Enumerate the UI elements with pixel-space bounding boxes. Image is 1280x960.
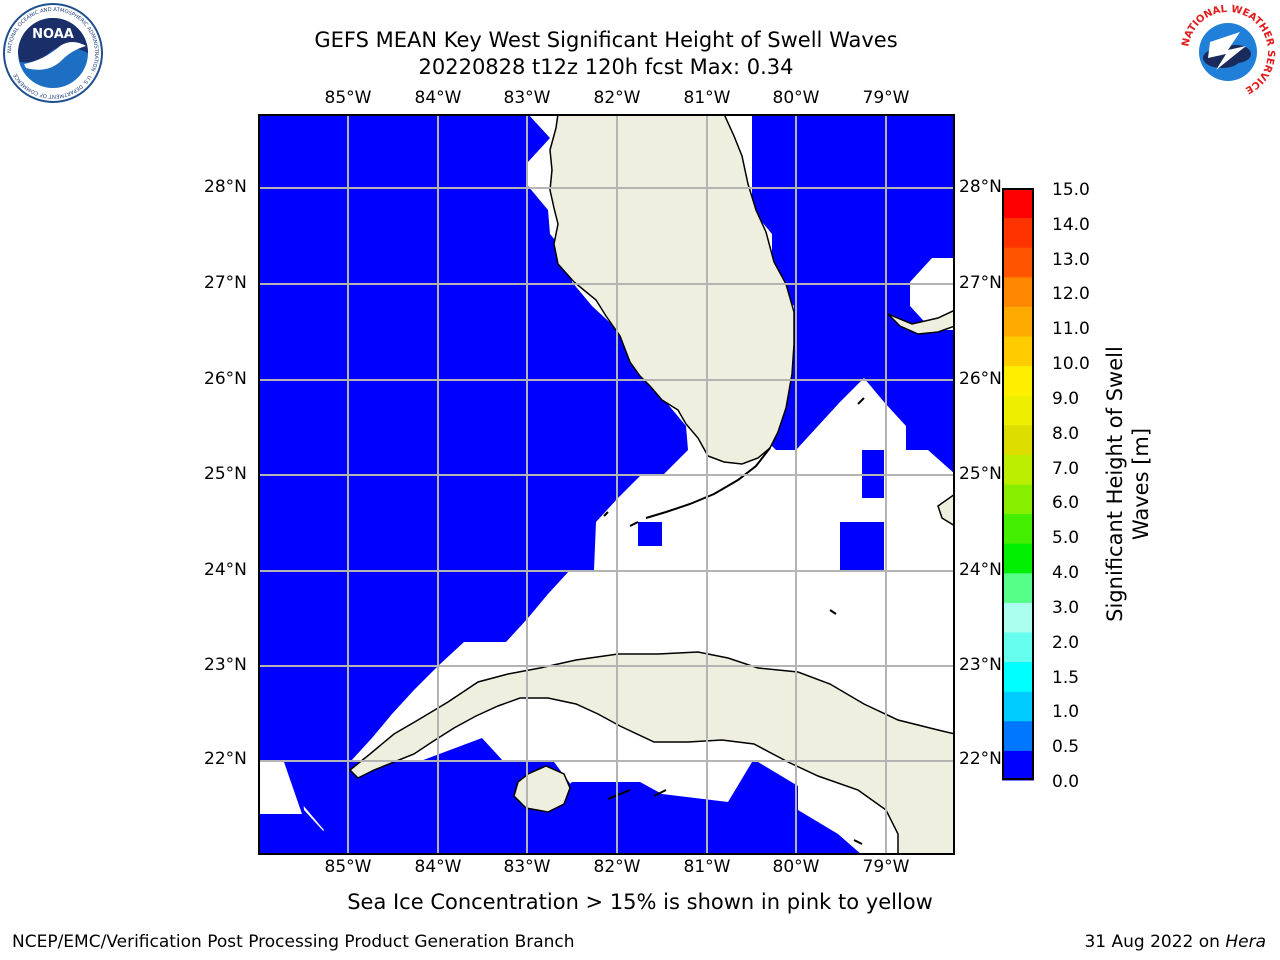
colorbar-tick-label: 1.0 [1052,702,1080,723]
lon-label: 82°W [593,88,641,108]
colorbar-segment [1002,632,1034,663]
colorbar-segment [1002,188,1034,219]
colorbar-tick-label: 6.0 [1052,493,1080,514]
lon-label: 83°W [503,857,551,877]
lat-label: 27°N [959,273,1002,293]
colorbar-segment [1002,424,1034,455]
lat-label: 26°N [959,369,1002,389]
lon-label: 84°W [414,857,462,877]
map-title: GEFS MEAN Key West Significant Height of… [314,28,898,52]
lat-label: 23°N [204,655,247,675]
lat-label: 23°N [959,655,1002,675]
bahamas-island [887,309,955,335]
lon-label: 82°W [593,857,641,877]
lon-label: 79°W [862,857,910,877]
lon-label: 81°W [683,88,731,108]
lat-label: 28°N [204,177,247,197]
lon-label: 80°W [772,88,820,108]
small-islands [603,397,865,845]
colorbar-tick-label: 1.5 [1052,667,1080,688]
colorbar-label: Significant Height of Swell Waves [m] [1103,346,1153,622]
colorbar-segment [1002,572,1034,603]
map-frame [258,114,955,855]
colorbar-tick-label: 7.0 [1052,458,1080,479]
colorbar-tick-label: 15.0 [1052,180,1090,200]
colorbar-segment [1002,750,1034,781]
lon-label: 84°W [414,88,462,108]
colorbar-segment [1002,543,1034,574]
colorbar-tick-label: 12.0 [1052,284,1090,305]
lat-label: 24°N [959,560,1002,580]
lat-label: 22°N [959,749,1002,769]
colorbar-tick-label: 9.0 [1052,388,1080,409]
colorbar-segment [1002,484,1034,515]
nws-logo: NATIONAL WEATHER SERVICE [1180,4,1276,99]
lon-label: 79°W [862,88,910,108]
footer-date-text: 31 Aug 2022 on [1084,932,1226,952]
lat-label: 24°N [204,560,247,580]
colorbar-segment [1002,276,1034,307]
florida-landmass [549,114,795,465]
noaa-logo: NATIONAL OCEANIC AND ATMOSPHERIC ADMINIS… [3,3,103,103]
footer-credit: NCEP/EMC/Verification Post Processing Pr… [12,932,575,952]
colorbar-segment [1002,691,1034,722]
colorbar-segment [1002,513,1034,544]
colorbar-segment [1002,365,1034,396]
colorbar-tick-label: 4.0 [1052,563,1080,584]
colorbar-segment [1002,217,1034,248]
colorbar-segment [1002,336,1034,367]
colorbar-tick-label: 14.0 [1052,214,1090,235]
colorbar-segment [1002,395,1034,426]
lon-label: 85°W [324,857,372,877]
colorbar-tick-label: 2.0 [1052,632,1080,653]
lat-label: 22°N [204,749,247,769]
lat-label: 27°N [204,273,247,293]
lat-label: 25°N [204,464,247,484]
colorbar-segment [1002,454,1034,485]
colorbar-tick-label: 0.0 [1052,772,1080,792]
colorbar-tick-label: 8.0 [1052,423,1080,444]
colorbar-segment [1002,602,1034,633]
lon-label: 81°W [683,857,731,877]
footer-date: 31 Aug 2022 on Hera [1084,932,1266,952]
colorbar-segment [1002,720,1034,751]
colorbar-tick-label: 13.0 [1052,249,1090,270]
map-canvas [258,114,955,855]
graticule [258,114,955,855]
colorbar-frame [1002,188,1034,780]
sea-ice-note: Sea Ice Concentration > 15% is shown in … [347,890,933,914]
colorbar-segment [1002,306,1034,337]
colorbar-segment [1002,247,1034,278]
colorbar-tick-label: 3.0 [1052,597,1080,618]
lat-label: 25°N [959,464,1002,484]
colorbar-tick-label: 5.0 [1052,528,1080,549]
lat-label: 28°N [959,177,1002,197]
colorbar-tick-label: 0.5 [1052,737,1080,758]
swell-field [258,114,955,855]
colorbar-segments [1002,188,1034,781]
lon-label: 85°W [324,88,372,108]
andros-island [937,493,955,527]
lon-label: 80°W [772,857,820,877]
footer-host: Hera [1225,932,1266,952]
colorbar-tick-label: 11.0 [1052,319,1090,340]
map-subtitle: 20220828 t12z 120h fcst Max: 0.34 [418,55,794,79]
colorbar [1002,188,1034,781]
svg-text:NOAA: NOAA [32,27,74,42]
colorbar-segment [1002,661,1034,692]
colorbar-tick-label: 10.0 [1052,354,1090,375]
lat-label: 26°N [204,369,247,389]
lon-label: 83°W [503,88,551,108]
